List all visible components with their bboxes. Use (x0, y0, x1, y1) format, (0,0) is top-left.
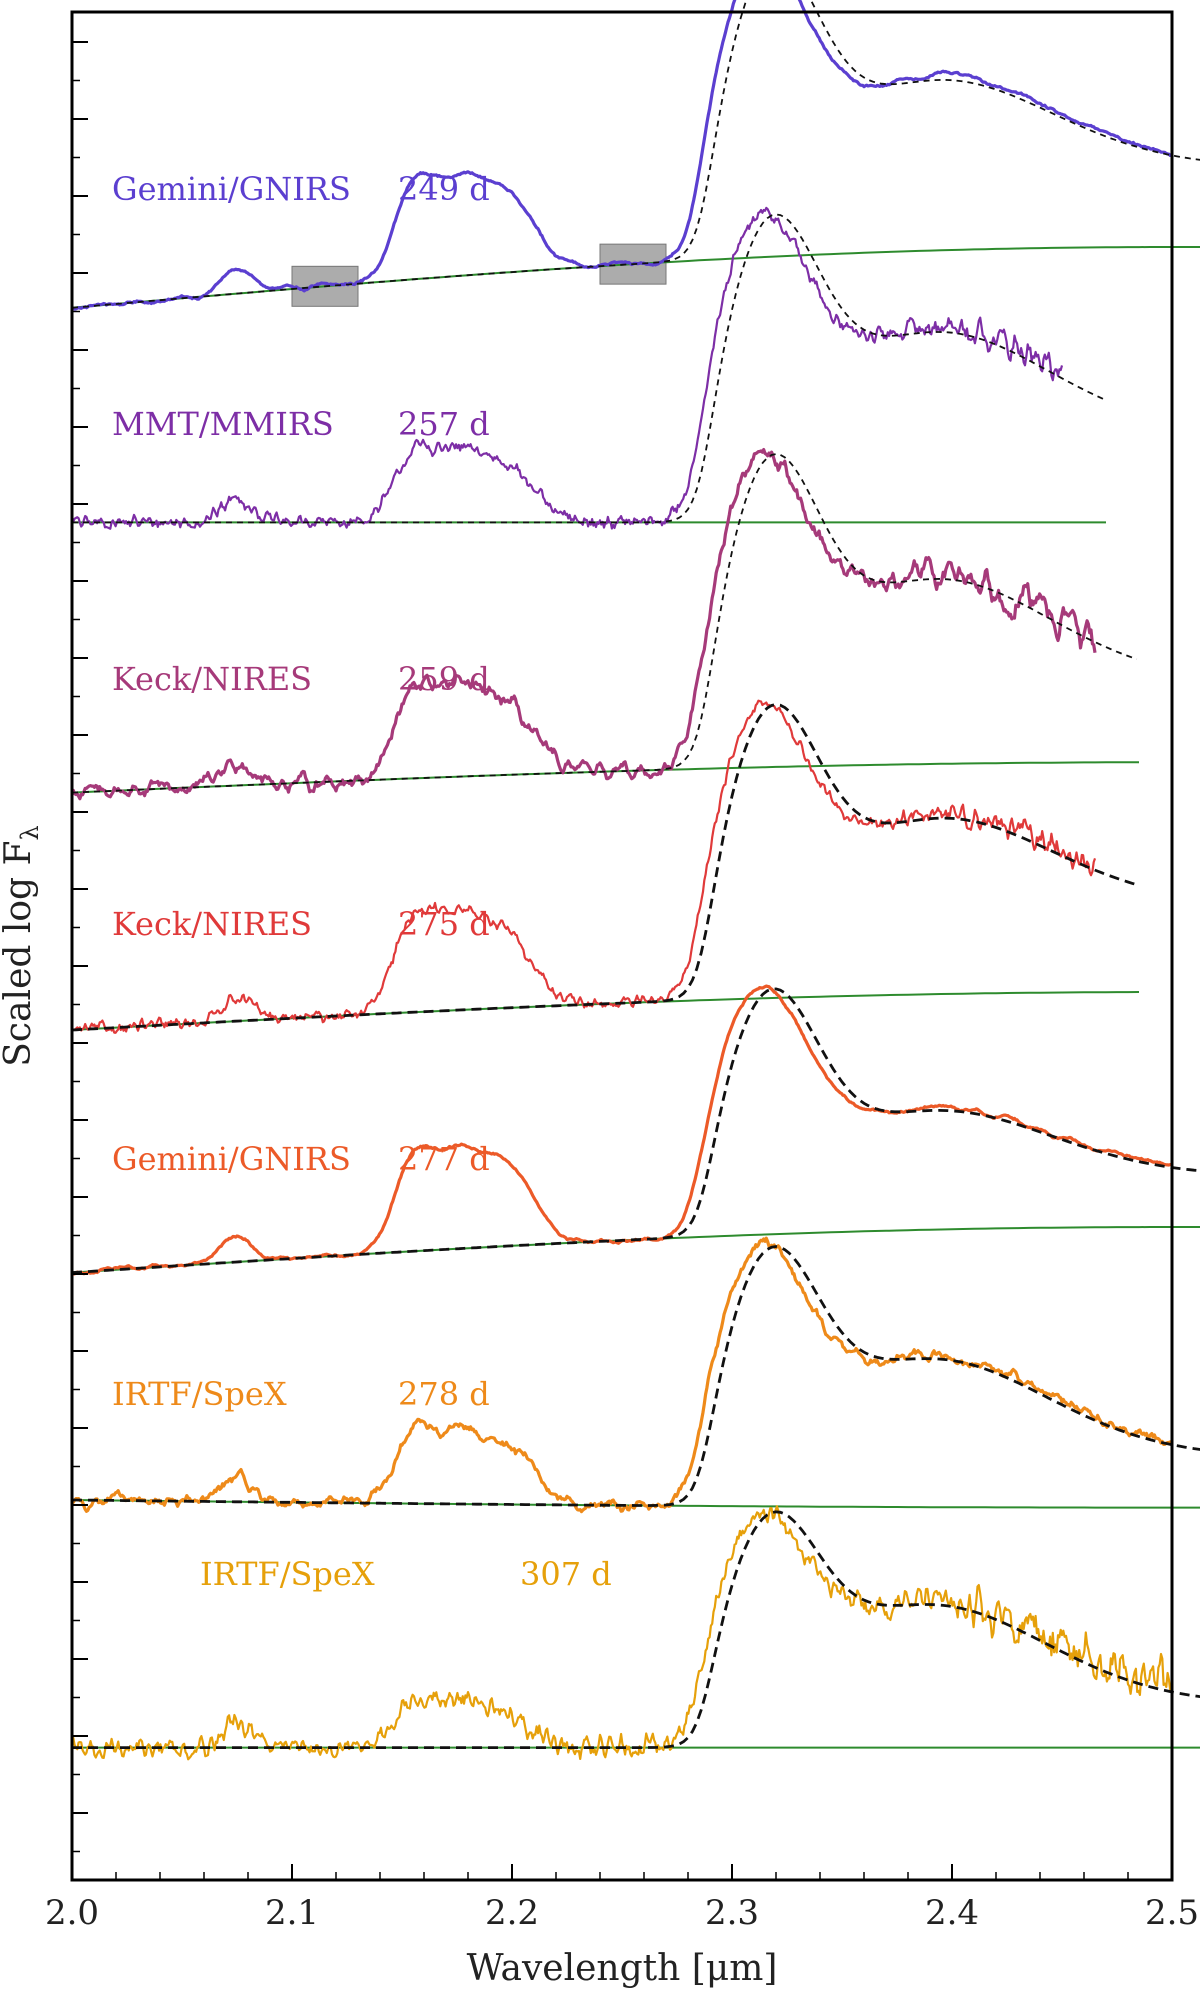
model-lines (71, 0, 1200, 1749)
spectrum-instrument-label: Keck/NIRES (112, 905, 312, 943)
y-axis-label-main: Scaled log F (0, 840, 39, 1066)
model-line (72, 1510, 1200, 1749)
model-line (71, 0, 1200, 309)
y-axis-ticks (72, 41, 88, 1853)
x-tick-label: 2.4 (925, 1893, 979, 1933)
spectrum-labels: Gemini/GNIRS 249 d MMT/MMIRS 257 d Keck/NIRE… (112, 170, 612, 1593)
spectrum-epoch-label: 277 d (398, 1140, 490, 1178)
spectrum-epoch-label: 275 d (398, 905, 490, 943)
x-tick-label: 2.5 (1145, 1893, 1199, 1933)
model-line (71, 703, 1138, 1032)
spectrum-line (70, 448, 1097, 801)
model-line (71, 987, 1200, 1274)
y-axis-label: Scaled log Fλ (0, 825, 44, 1066)
spectrum-instrument-label: IRTF/SpeX (112, 1375, 287, 1413)
spectrum-epoch-label: 249 d (398, 170, 490, 208)
model-line (72, 213, 1107, 524)
spectrum-line (70, 1505, 1173, 1761)
y-axis-label-subscript: λ (16, 825, 44, 840)
continuum-line (71, 1226, 1200, 1274)
x-axis-ticks: 2.0 2.1 2.2 2.3 2.4 2.5 (45, 1864, 1199, 1933)
x-tick-label: 2.3 (705, 1893, 759, 1933)
x-tick-label: 2.0 (45, 1893, 99, 1933)
spectrum-line (71, 699, 1097, 1034)
spectrum-instrument-label: Gemini/GNIRS (112, 1140, 351, 1178)
x-tick-label: 2.1 (265, 1893, 319, 1933)
spectrum-line (71, 984, 1172, 1276)
plot-frame (70, 10, 1174, 1882)
spectrum-epoch-label: 278 d (398, 1375, 490, 1413)
spectrum-epoch-label: 259 d (398, 660, 490, 698)
spectrum-instrument-label: Gemini/GNIRS (112, 170, 351, 208)
x-tick-label: 2.2 (485, 1893, 539, 1933)
spectrum-line (71, 206, 1064, 530)
x-axis-label: Wavelength [μm] (467, 1948, 778, 1989)
spectrum-epoch-label: 307 d (520, 1555, 612, 1593)
spectrum-instrument-label: MMT/MMIRS (112, 405, 334, 443)
spectrum-instrument-label: IRTF/SpeX (200, 1555, 375, 1593)
model-line (71, 453, 1138, 794)
spectrum-line (71, 1236, 1173, 1514)
shaded-regions (291, 243, 667, 307)
spectrum-epoch-label: 257 d (398, 405, 490, 443)
spectrum-instrument-label: Keck/NIRES (112, 660, 312, 698)
spectrum-line (71, 0, 1172, 311)
